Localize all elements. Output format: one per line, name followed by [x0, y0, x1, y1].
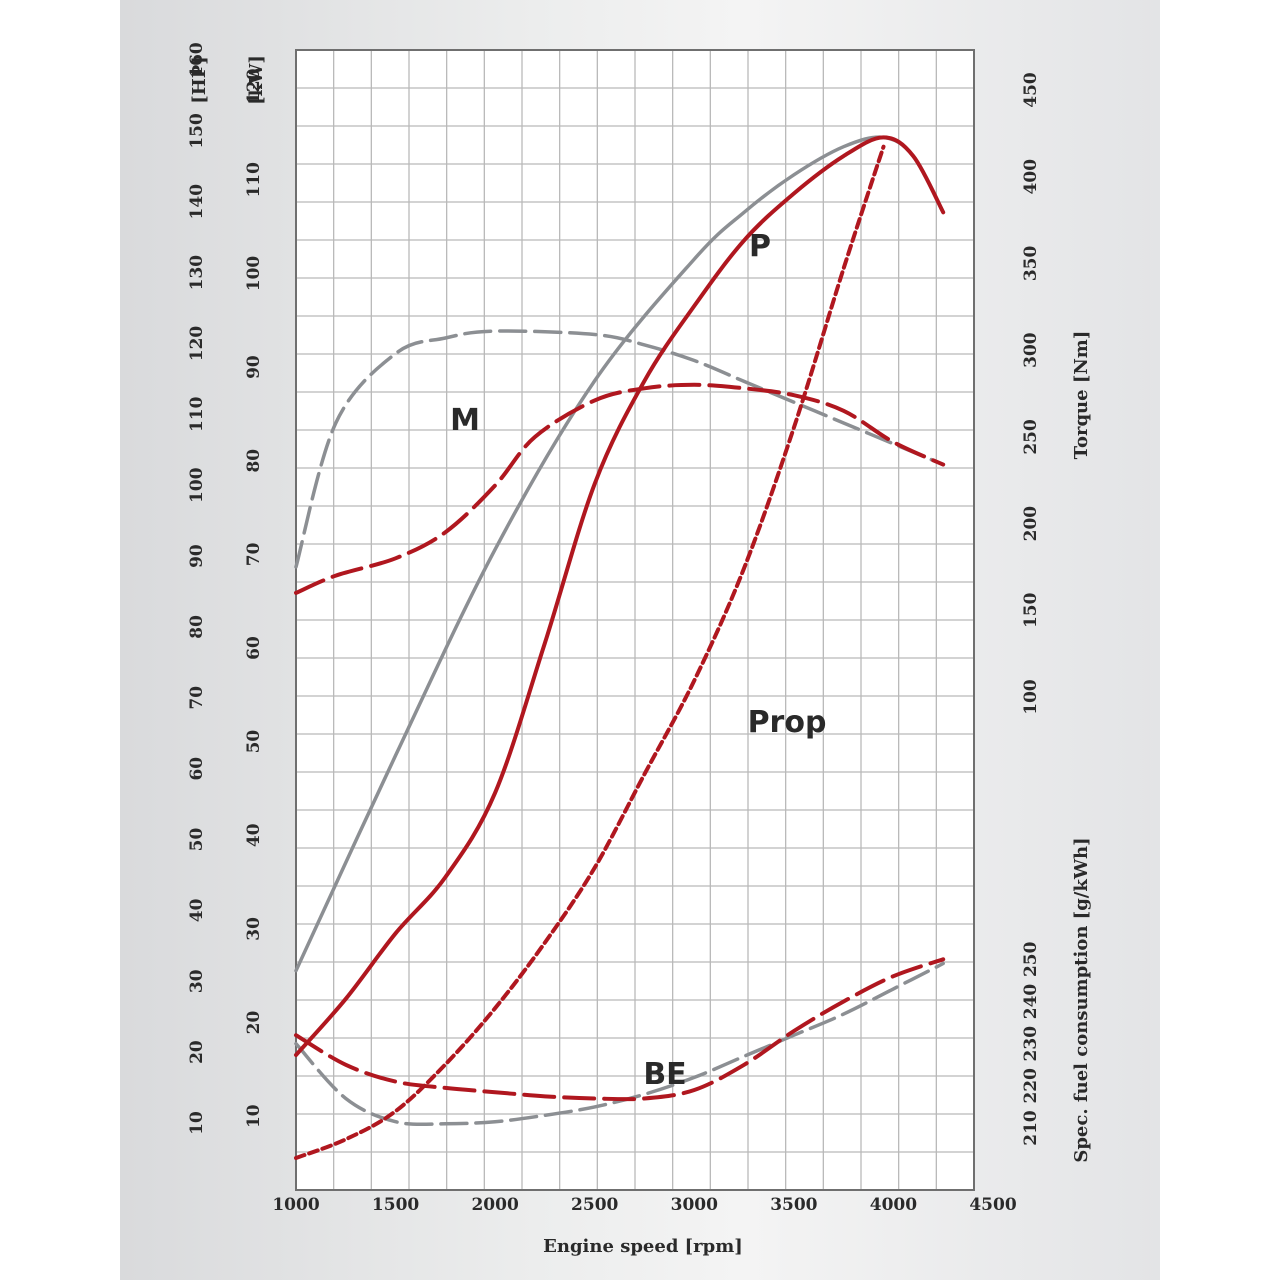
torque-tick-label: 250 — [1021, 419, 1041, 455]
x-tick-label: 1000 — [272, 1195, 319, 1215]
sfc-tick-label: 240 — [1021, 984, 1041, 1020]
hp-tick-label: 100 — [187, 467, 207, 503]
series-line-prop — [294, 144, 886, 1160]
x-axis-title: Engine speed [rpm] — [543, 1236, 743, 1257]
torque-tick-label: 150 — [1021, 592, 1041, 628]
sfc-axis-title: Spec. fuel consumption [g/kWh] — [1071, 837, 1092, 1162]
kw-tick-label: 100 — [244, 256, 264, 292]
kw-tick-label: 30 — [244, 917, 264, 941]
hp-tick-label: 20 — [187, 1040, 207, 1064]
torque-tick-label: 300 — [1021, 332, 1041, 368]
kw-tick-label: 80 — [244, 449, 264, 473]
kw-tick-label: 110 — [244, 162, 264, 198]
series-line-be — [294, 957, 946, 1102]
hp-tick-label: 130 — [187, 255, 207, 291]
kw-tick-label: 120 — [244, 68, 264, 104]
x-tick-label: 2000 — [471, 1195, 518, 1215]
sfc-tick-label: 230 — [1021, 1026, 1041, 1062]
hp-tick-label: 160 — [187, 42, 207, 78]
kw-tick-label: 60 — [244, 636, 264, 660]
plot-frame — [295, 49, 975, 1191]
curve-label-p: P — [749, 229, 771, 264]
hp-tick-label: 60 — [187, 757, 207, 781]
series-line-p — [294, 135, 946, 1057]
torque-tick-label: 400 — [1021, 159, 1041, 195]
kw-tick-label: 40 — [244, 823, 264, 847]
grid — [295, 49, 975, 1191]
kw-tick-label: 50 — [244, 730, 264, 754]
torque-tick-label: 200 — [1021, 506, 1041, 542]
curve-label-be: BE — [643, 1057, 686, 1092]
kw-tick-label: 90 — [244, 355, 264, 379]
series-line-be-reference — [294, 961, 945, 1127]
curve-label-m: M — [450, 403, 480, 438]
sfc-tick-label: 250 — [1021, 941, 1041, 977]
hp-tick-label: 50 — [187, 828, 207, 852]
x-tick-label: 2500 — [571, 1195, 618, 1215]
hp-tick-label: 110 — [187, 396, 207, 432]
kw-tick-label: 10 — [244, 1104, 264, 1128]
hp-tick-label: 10 — [187, 1111, 207, 1135]
hp-tick-label: 150 — [187, 113, 207, 149]
torque-tick-label: 450 — [1021, 72, 1041, 108]
series-line-m — [294, 382, 946, 595]
hp-tick-label: 40 — [187, 898, 207, 922]
x-tick-label: 4000 — [870, 1195, 917, 1215]
hp-tick-label: 70 — [187, 686, 207, 710]
kw-tick-label: 20 — [244, 1011, 264, 1035]
x-tick-label: 3000 — [671, 1195, 718, 1215]
x-tick-label: 1500 — [372, 1195, 419, 1215]
kw-tick-label: 70 — [244, 542, 264, 566]
kw-axis-title: [kW] — [246, 55, 267, 105]
torque-tick-label: 100 — [1021, 679, 1041, 715]
x-tick-label: 4500 — [969, 1195, 1016, 1215]
hp-tick-label: 80 — [187, 615, 207, 639]
torque-axis-title: Torque [Nm] — [1071, 331, 1092, 460]
x-tick-label: 3500 — [770, 1195, 817, 1215]
sfc-tick-label: 210 — [1021, 1110, 1041, 1146]
axes: 1000 1500 2000 2500 3000 3500 4000 4500 10 20 30 40… — [187, 42, 1041, 1215]
series-layer — [294, 135, 946, 1160]
hp-tick-label: 140 — [187, 184, 207, 220]
hp-tick-label: 120 — [187, 326, 207, 362]
hp-axis-title: [HP] — [189, 56, 210, 104]
hp-tick-label: 30 — [187, 969, 207, 993]
curve-label-prop: Prop — [748, 705, 827, 740]
hp-tick-label: 90 — [187, 544, 207, 568]
torque-tick-label: 350 — [1021, 245, 1041, 281]
sfc-tick-label: 220 — [1021, 1068, 1041, 1104]
